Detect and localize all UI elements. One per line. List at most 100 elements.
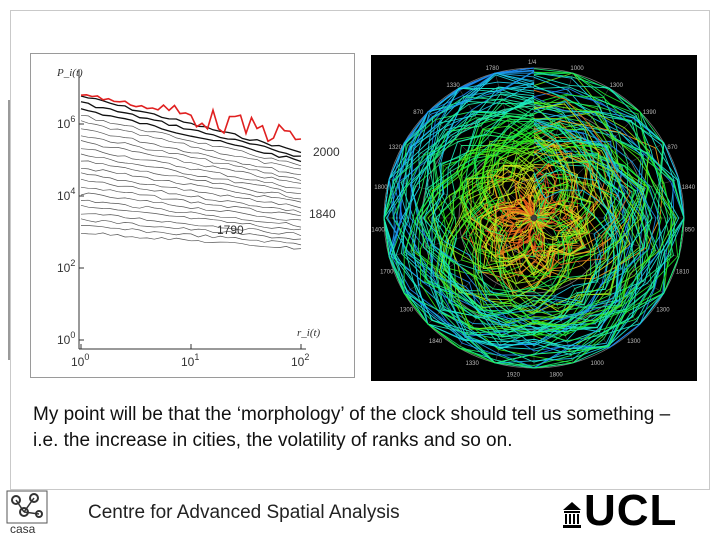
clock-trajectory <box>478 132 578 285</box>
clock-label: 1390 <box>643 110 657 116</box>
clock-label: 1000 <box>570 66 584 72</box>
y-tick-label: 100 <box>57 330 75 347</box>
y-tick-label: 106 <box>57 114 75 131</box>
clock-labels: 1/4 1000 1300 1390 870 1840 850 1810 1300 1300 100… <box>371 60 695 379</box>
clock-trajectory <box>502 162 559 244</box>
clock-trajectory <box>439 72 655 324</box>
clock-label: 1000 <box>591 361 605 367</box>
annotation-1840: 1840 <box>309 207 336 221</box>
clock-label: 1300 <box>656 308 670 314</box>
clock-trajectory <box>418 101 685 366</box>
clock-label: 1800 <box>549 373 563 379</box>
rank-size-curve <box>80 186 302 217</box>
clock-trajectory <box>483 167 593 267</box>
rank-size-plot: P_i(t) r_i(t) 106 104 102 100 100 101 10… <box>30 53 355 378</box>
casa-logo-text: casa <box>10 522 36 534</box>
clock-label: 1320 <box>389 145 403 151</box>
ucl-portico-icon <box>563 502 581 528</box>
rank-size-curve <box>80 95 302 154</box>
slide-footer: casa Centre for Advanced Spatial Analysi… <box>0 486 720 540</box>
highlight-series-line <box>80 93 302 143</box>
clock-label: 870 <box>413 110 424 116</box>
rank-size-curve <box>80 218 302 240</box>
rank-size-curve <box>80 167 302 203</box>
rank-size-curve <box>80 199 302 228</box>
clock-label: 1920 <box>507 373 521 379</box>
rank-size-curves <box>80 95 302 250</box>
clock-trajectory <box>478 138 589 278</box>
clock-label: 1840 <box>429 339 443 345</box>
clock-trajectory <box>438 152 585 301</box>
clock-trajectory <box>432 100 638 338</box>
clock-trajectory <box>434 101 678 330</box>
rank-size-curve <box>80 178 302 214</box>
clock-trajectory <box>383 87 653 347</box>
footer-title: Centre for Advanced Spatial Analysis <box>88 502 400 523</box>
rank-size-curve <box>80 204 302 231</box>
x-axis-label: r_i(t) <box>297 327 321 339</box>
rank-size-svg: P_i(t) r_i(t) 106 104 102 100 100 101 10… <box>56 67 340 369</box>
clock-label: 1810 <box>676 270 690 276</box>
clock-trajectory <box>457 122 635 322</box>
clock-trajectory <box>395 74 680 350</box>
rank-size-curve <box>80 128 302 176</box>
clock-label: 1700 <box>380 270 394 276</box>
rank-size-curve <box>80 135 302 181</box>
rank-size-curve <box>80 232 302 250</box>
clock-trajectory <box>497 157 553 248</box>
clock-trajectory <box>410 107 623 312</box>
clock-trajectory <box>500 89 631 265</box>
y-tick-label: 102 <box>57 258 75 275</box>
rank-size-curve <box>80 192 302 221</box>
clock-trajectory <box>481 142 592 259</box>
clock-label: 870 <box>667 145 678 151</box>
clock-spoke <box>403 217 535 294</box>
clock-trajectory <box>383 96 669 364</box>
clock-trajectory <box>427 130 608 313</box>
clock-label: 1/4 <box>528 60 537 66</box>
x-tick-label: 100 <box>71 352 89 369</box>
clock-label: 1300 <box>400 308 414 314</box>
clock-label: 1840 <box>682 185 696 191</box>
rank-size-curve <box>80 140 302 184</box>
rank-size-curve <box>80 172 302 209</box>
clock-trajectory <box>469 144 598 294</box>
rank-clock-plot: 1/4 1000 1300 1390 870 1840 850 1810 1300 1300 100… <box>371 55 697 381</box>
clock-trajectory <box>466 103 600 276</box>
y-axis-label: P_i(t) <box>56 67 83 79</box>
clock-trajectory <box>487 143 592 284</box>
rank-size-curve <box>80 114 302 167</box>
clock-trajectory <box>420 85 685 341</box>
casa-logo: casa <box>6 490 48 536</box>
slide-caption: My point will be that the ‘morphology’ o… <box>33 404 671 451</box>
clock-label: 1330 <box>466 361 480 367</box>
x-tick-label: 101 <box>181 352 199 369</box>
clock-trajectory <box>392 72 661 368</box>
clock-spoke <box>533 217 610 349</box>
clock-trajectory <box>434 102 592 298</box>
rank-size-curve <box>80 101 302 157</box>
clock-trajectory <box>383 68 657 369</box>
rank-size-curve <box>80 108 302 163</box>
clock-label: 1400 <box>371 228 385 234</box>
clock-trajectory <box>388 72 649 346</box>
ucl-logo: UCL <box>562 486 690 536</box>
rank-size-curve <box>80 160 302 200</box>
clock-trajectory <box>422 72 619 297</box>
clock-trajectory <box>480 164 582 242</box>
annotation-2000: 2000 <box>313 145 340 159</box>
clock-trajectory <box>425 113 637 317</box>
casa-logo-icon: casa <box>6 490 48 536</box>
rank-size-curve <box>80 148 302 189</box>
slide-frame <box>10 10 710 490</box>
clock-trajectory <box>463 141 584 291</box>
rank-clock-svg: 1/4 1000 1300 1390 870 1840 850 1810 1300 1300 100… <box>371 55 697 381</box>
clock-trajectory <box>502 193 568 268</box>
clock-label: 1300 <box>610 83 624 89</box>
clock-trajectory <box>409 70 657 320</box>
rank-size-curve <box>80 225 302 246</box>
clock-trajectory <box>510 151 583 242</box>
clock-label: 850 <box>685 228 696 234</box>
annotation-1790: 1790 <box>217 223 244 237</box>
y-tick-label: 104 <box>57 186 75 203</box>
